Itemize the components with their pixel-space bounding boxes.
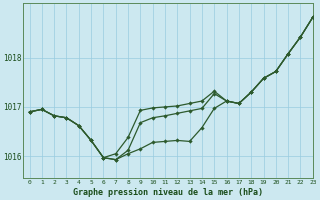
X-axis label: Graphe pression niveau de la mer (hPa): Graphe pression niveau de la mer (hPa) xyxy=(73,188,263,197)
